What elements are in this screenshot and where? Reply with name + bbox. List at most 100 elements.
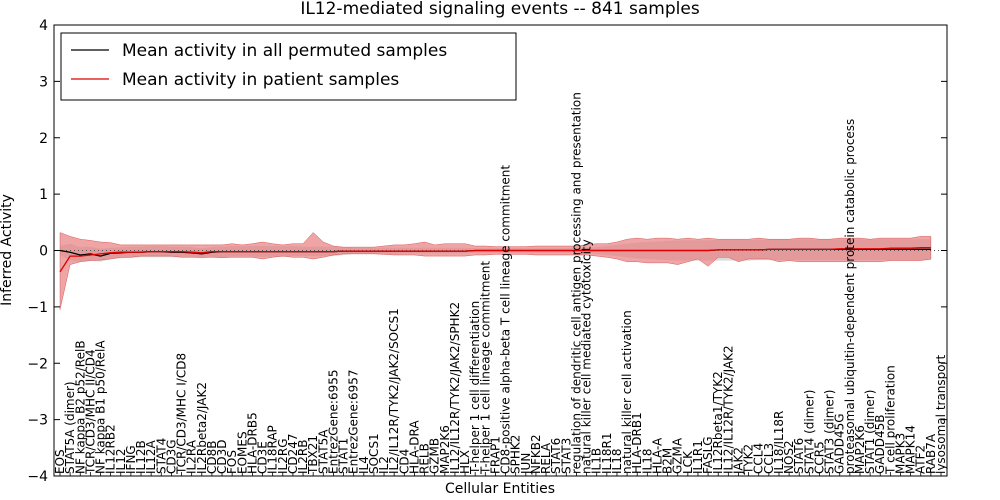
x-category-label: CCR5 bbox=[813, 441, 827, 474]
x-category-label: HLA-DRA bbox=[407, 420, 421, 474]
x-category-label: STAT5A (dimer) bbox=[63, 381, 77, 474]
x-category-label: NF kappa B1 p50/RelA bbox=[94, 340, 108, 474]
patient-mean-line bbox=[59, 247, 931, 273]
x-category-label: IL2RA bbox=[185, 439, 199, 474]
x-category-label: EntrezGene:6955 bbox=[326, 370, 340, 475]
x-category-label: IL12Rbeta1/TYK2 bbox=[711, 371, 725, 474]
x-category-label: MAP2K6 bbox=[853, 425, 867, 474]
x-category-label: FASLG bbox=[701, 436, 715, 474]
x-category-label: IL18R1 bbox=[600, 433, 614, 474]
x-category-label: STAT1 bbox=[337, 438, 351, 474]
x-category-label: CD3E bbox=[256, 441, 270, 474]
x-category-label: natural killer cell activation bbox=[620, 310, 634, 474]
x-category-label: T-helper 1 cell lineage commitment bbox=[478, 261, 492, 475]
x-category-label: IL18 bbox=[610, 449, 624, 475]
x-category-label: CCL4 bbox=[752, 443, 766, 474]
x-category-label: HLA-A bbox=[651, 437, 665, 474]
x-category-label: GADD45G bbox=[833, 413, 847, 474]
x-category-label: NF kappa B2 p52/RelB bbox=[73, 340, 87, 474]
y-tick-label: −3 bbox=[27, 413, 48, 429]
x-category-label: IL18/IL18R bbox=[772, 411, 786, 474]
x-category-label: GADD45B bbox=[873, 415, 887, 475]
x-category-label: STAT1 (dimer) bbox=[863, 390, 877, 474]
legend-frame bbox=[60, 32, 517, 101]
plot-area bbox=[54, 232, 947, 310]
x-category-label: STAT6 bbox=[792, 438, 806, 474]
chart-title: IL12-mediated signaling events -- 841 sa… bbox=[300, 0, 700, 19]
y-axis-label: Inferred Activity bbox=[0, 194, 15, 306]
x-category-label: IL2RG bbox=[276, 439, 290, 475]
x-category-label: ATF2 bbox=[914, 445, 928, 474]
x-category-label: SPHK2 bbox=[509, 435, 523, 474]
x-category-label: IL12A bbox=[144, 440, 158, 474]
x-category-label: CD4 bbox=[397, 449, 411, 474]
x-category-label: CD3G bbox=[164, 439, 178, 474]
x-category-label: IL18 bbox=[640, 449, 654, 475]
x-category-label: proteasomal ubiquitin-dependent protein … bbox=[843, 119, 857, 474]
x-category-label: JAK2 bbox=[732, 447, 746, 475]
x-category-label: RAB7A bbox=[924, 433, 938, 474]
x-category-label: FOS bbox=[225, 450, 239, 474]
x-category-label: T-helper 1 cell differentiation bbox=[468, 301, 482, 475]
x-category-label: IL2RB bbox=[296, 440, 310, 474]
x-category-label: IL18RAP bbox=[266, 425, 280, 474]
x-category-label: IL1R1 bbox=[691, 440, 705, 474]
legend: Mean activity in all permuted samples Me… bbox=[60, 32, 517, 101]
x-category-label: CCL3 bbox=[762, 443, 776, 474]
x-category-label: STAT3 bbox=[559, 438, 573, 474]
x-category-label: IL12 bbox=[114, 449, 128, 475]
x-category-label: HLA-DRB5 bbox=[245, 412, 259, 474]
x-category-label: NOS2 bbox=[782, 440, 796, 474]
x-category-label: EOMES bbox=[235, 431, 249, 474]
x-category-label: IL12/IL12R/TYK2/JAK2 bbox=[721, 345, 735, 474]
x-category-label: STAT3 (dimer) bbox=[823, 390, 837, 474]
x-category-label: GZMB bbox=[428, 438, 442, 474]
x-category-label: IL2 bbox=[377, 456, 391, 474]
x-category-label: TCR/CD3/MHC I/CD8 bbox=[175, 353, 189, 475]
x-category-label: TCR/CD3/MHC II/CD4 bbox=[83, 349, 97, 475]
y-tick-label: −2 bbox=[27, 356, 48, 372]
x-category-label: CD247 bbox=[286, 433, 300, 474]
x-category-label: regulation of dendritic cell antigen pro… bbox=[569, 92, 583, 474]
x-category-label: natural killer cell mediated cytotoxicit… bbox=[580, 239, 594, 474]
x-category-label: CD8B bbox=[205, 441, 219, 475]
x-category-label: IL12/IL12R/TYK2/JAK2/SPHK2 bbox=[448, 302, 462, 474]
x-category-label: RELB bbox=[418, 443, 432, 474]
x-category-label: IL12RB2 bbox=[104, 424, 118, 474]
x-category-label: EOS bbox=[53, 449, 67, 474]
legend-label-permuted: Mean activity in all permuted samples bbox=[122, 41, 447, 61]
x-category-label: RELA bbox=[539, 442, 553, 474]
x-category-label: TBX21 bbox=[306, 435, 320, 475]
x-category-label: SOCS1 bbox=[367, 433, 381, 474]
x-axis-label: Cellular Entities bbox=[445, 481, 555, 497]
x-category-label: STAT5A bbox=[316, 429, 330, 474]
y-tick-label: 3 bbox=[39, 74, 48, 90]
x-category-label: IL12B bbox=[134, 440, 148, 474]
x-category-label: HLX bbox=[458, 450, 472, 474]
x-category-label: JUN bbox=[519, 453, 533, 475]
x-category-label: IL1B bbox=[590, 448, 604, 474]
x-category-label: HLA-DRB1 bbox=[630, 412, 644, 474]
y-tick-label: 0 bbox=[39, 244, 48, 260]
x-category-label: IL2/IL12R/TYK2/JAK2/SOCS1 bbox=[387, 308, 401, 474]
y-axis: −4 −3 −2 −1 0 1 2 3 4 bbox=[27, 18, 947, 485]
x-category-label: CD3D bbox=[215, 440, 229, 475]
x-category-label: MAPK14 bbox=[904, 425, 918, 474]
x-category-label: MAPK3 bbox=[894, 433, 908, 474]
legend-label-patient: Mean activity in patient samples bbox=[122, 70, 399, 90]
y-tick-label: −4 bbox=[27, 469, 48, 485]
x-category-label: STAT4 bbox=[154, 438, 168, 474]
y-tick-label: 2 bbox=[39, 131, 48, 147]
x-category-label: B2M bbox=[661, 448, 675, 474]
x-category-label: lysosomal transport bbox=[934, 354, 948, 474]
x-category-label: NFKB2 bbox=[529, 434, 543, 474]
y-tick-label: −1 bbox=[27, 300, 48, 316]
x-category-label: STAT6 bbox=[549, 438, 563, 474]
x-category-label: EntrezGene:6957 bbox=[347, 370, 361, 475]
x-category-label: MAP2K6 bbox=[438, 425, 452, 474]
y-tick-label: 4 bbox=[39, 18, 48, 34]
x-category-label: T cell proliferation bbox=[883, 365, 897, 475]
x-category-label: TYK2 bbox=[742, 444, 756, 475]
